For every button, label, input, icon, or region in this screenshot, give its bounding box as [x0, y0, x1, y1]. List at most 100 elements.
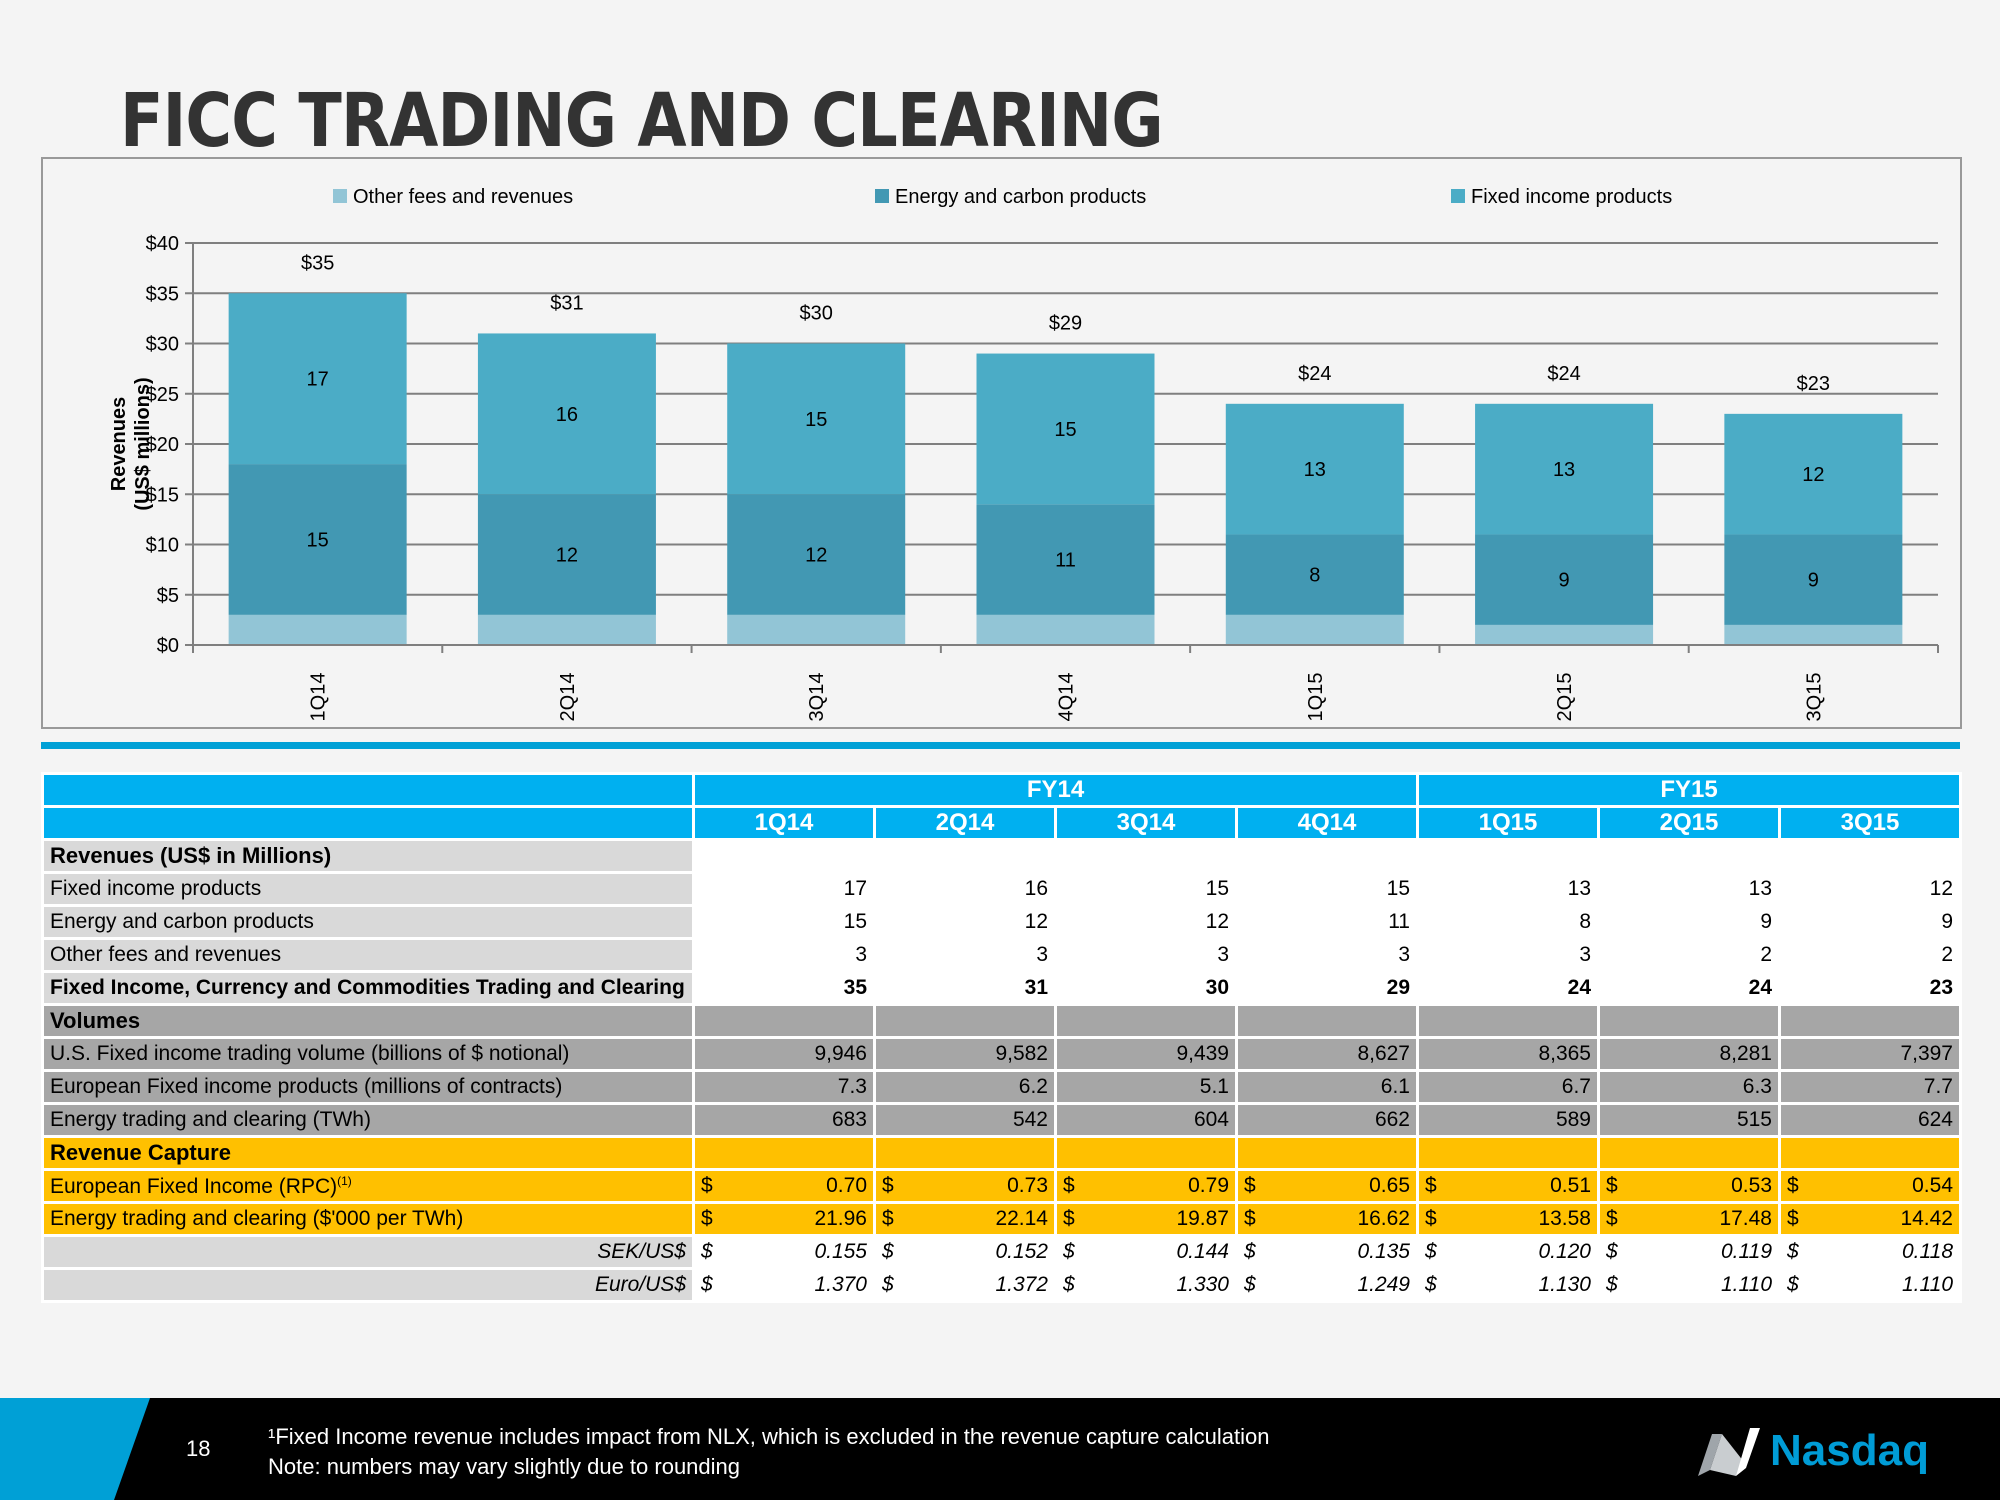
value-cell: 11: [1235, 904, 1419, 940]
bar-value-label: 9: [1559, 570, 1570, 592]
value-cell: 3: [873, 937, 1057, 973]
value-cell: 624: [1778, 1102, 1962, 1138]
row-label: Energy and carbon products: [41, 904, 695, 940]
value-cell: 9: [1597, 904, 1781, 940]
page-title: FICC TRADING AND CLEARING: [120, 78, 1164, 164]
y-tick-label: $35: [146, 283, 179, 305]
bar-value-label: 13: [1553, 459, 1575, 481]
empty-cell: [1416, 838, 1600, 874]
value-cell: 7,397: [1778, 1036, 1962, 1072]
value-cell: 515: [1597, 1102, 1781, 1138]
money-value: 1.372: [995, 1273, 1048, 1296]
value-cell: 604: [1054, 1102, 1238, 1138]
bar-0: [1475, 624, 1654, 645]
money-cell: $0.119: [1597, 1234, 1781, 1270]
value-cell: 8,627: [1235, 1036, 1419, 1072]
money-cell: $17.48: [1597, 1201, 1781, 1237]
value-cell: 15: [1054, 871, 1238, 907]
value-cell: 13: [1416, 871, 1600, 907]
row-label: Euro/US$: [41, 1267, 695, 1303]
bar-value-label: 12: [805, 545, 827, 567]
money-value: 0.73: [1007, 1174, 1048, 1197]
currency-symbol: $: [1063, 1174, 1075, 1197]
bar-2: [727, 343, 906, 495]
revenue-chart: $0 $5 $10 $15 $20 $25 $30 $35 $40 Revenues (US$ mi…: [41, 157, 1962, 729]
value-cell: 29: [1235, 970, 1419, 1006]
value-cell: 7.3: [692, 1069, 876, 1105]
divider: [41, 742, 1960, 749]
row-label: U.S. Fixed income trading volume (billio…: [41, 1036, 695, 1072]
money-value: 0.119: [1721, 1240, 1772, 1263]
money-cell: $1.110: [1778, 1267, 1962, 1303]
bar-2: [477, 333, 656, 495]
money-cell: $1.130: [1416, 1267, 1600, 1303]
header-blank: [41, 772, 695, 808]
currency-symbol: $: [1425, 1174, 1437, 1197]
quarter-header: 4Q14: [1235, 805, 1419, 841]
currency-symbol: $: [1606, 1207, 1618, 1230]
value-cell: 6.2: [873, 1069, 1057, 1105]
empty-cell: [1597, 1003, 1781, 1039]
value-cell: 3: [1054, 937, 1238, 973]
quarter-header: 3Q15: [1778, 805, 1962, 841]
footer-accent: [0, 1398, 114, 1500]
currency-symbol: $: [701, 1174, 713, 1197]
money-cell: $1.370: [692, 1267, 876, 1303]
currency-symbol: $: [1244, 1207, 1256, 1230]
empty-cell: [1416, 1003, 1600, 1039]
empty-cell: [873, 1135, 1057, 1171]
value-cell: 9,946: [692, 1036, 876, 1072]
bar-2: [1475, 403, 1654, 535]
money-cell: $1.372: [873, 1267, 1057, 1303]
x-tick-label: 3Q15: [1803, 673, 1825, 722]
legend-label: Other fees and revenues: [353, 186, 573, 208]
bar-total-label: $23: [1797, 373, 1830, 395]
y-axis-label: Revenues (US$ millions): [108, 377, 154, 510]
money-value: 1.249: [1357, 1273, 1410, 1296]
value-cell: 6.3: [1597, 1069, 1781, 1105]
bar-1: [727, 494, 906, 615]
bar-value-label: 16: [556, 404, 578, 426]
money-value: 0.155: [814, 1240, 867, 1263]
y-tick-label: $20: [146, 434, 179, 456]
money-cell: $0.144: [1054, 1234, 1238, 1270]
row-label: European Fixed Income (RPC)(1): [41, 1168, 695, 1204]
bar-value-label: 15: [805, 409, 827, 431]
empty-cell: [1597, 838, 1781, 874]
currency-symbol: $: [1787, 1273, 1799, 1296]
row-label: SEK/US$: [41, 1234, 695, 1270]
money-value: 16.62: [1357, 1207, 1410, 1230]
money-value: 0.65: [1369, 1174, 1410, 1197]
y-tick-label: $25: [146, 384, 179, 406]
currency-symbol: $: [1606, 1273, 1618, 1296]
value-cell: 15: [692, 904, 876, 940]
row-label: European Fixed income products (millions…: [41, 1069, 695, 1105]
quarter-header: 1Q15: [1416, 805, 1600, 841]
value-cell: 8: [1416, 904, 1600, 940]
currency-symbol: $: [1063, 1207, 1075, 1230]
bar-1: [1225, 534, 1404, 615]
value-cell: 2: [1778, 937, 1962, 973]
bar-total-label: $35: [301, 252, 334, 274]
money-value: 0.54: [1912, 1174, 1953, 1197]
empty-cell: [692, 838, 876, 874]
currency-symbol: $: [1606, 1240, 1618, 1263]
money-value: 19.87: [1176, 1207, 1229, 1230]
money-cell: $14.42: [1778, 1201, 1962, 1237]
y-tick-label: $0: [157, 635, 179, 657]
value-cell: 5.1: [1054, 1069, 1238, 1105]
empty-cell: [1416, 1135, 1600, 1171]
revenue-row: Fixed income products 17 16 15 15 13 13 12: [41, 871, 1962, 907]
footnote-marker: (1): [337, 1173, 352, 1188]
value-cell: 8,281: [1597, 1036, 1781, 1072]
value-cell: 12: [873, 904, 1057, 940]
currency-symbol: $: [701, 1273, 713, 1296]
revenue-row: Energy and carbon products 15 12 12 11 8 9 9: [41, 904, 1962, 940]
money-value: 1.110: [1902, 1273, 1953, 1296]
y-tick-label: $30: [146, 334, 179, 356]
money-value: 0.51: [1550, 1174, 1591, 1197]
y-tick-label: $15: [146, 484, 179, 506]
bar-total-label: $31: [550, 292, 583, 314]
money-cell: $22.14: [873, 1201, 1057, 1237]
money-value: 1.130: [1538, 1273, 1591, 1296]
